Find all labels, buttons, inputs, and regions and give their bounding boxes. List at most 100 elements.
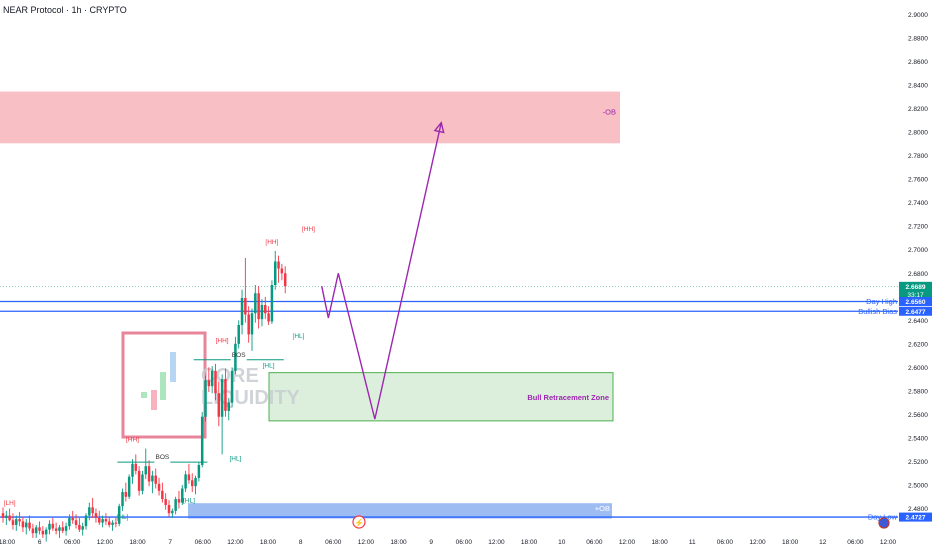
level-label: Day High: [866, 297, 897, 306]
candle-body: [167, 504, 171, 514]
candle-body: [184, 474, 187, 489]
candle-body: [1, 513, 5, 518]
candle-body: [250, 313, 254, 335]
candle-body: [283, 273, 287, 287]
candle-body: [210, 370, 214, 387]
y-tick-label: 2.8600: [908, 59, 928, 66]
x-tick-label: 12:00: [358, 539, 375, 546]
time-axis[interactable]: 18:00 6 06:00 12:00 18:00 7 06:00 12:00 18:00 8 06…: [0, 539, 897, 546]
candle-body: [267, 313, 270, 322]
candle-body: [214, 370, 217, 394]
candle-body: [164, 499, 167, 505]
x-tick-label: 12:00: [880, 539, 897, 546]
candle-body: [121, 492, 124, 507]
price-tag-value: 2.4727: [906, 515, 926, 522]
candle-body: [157, 483, 161, 491]
candle-body: [154, 475, 157, 484]
y-tick-label: 2.8000: [908, 130, 928, 137]
watermark-candle: [170, 352, 176, 382]
candle-body: [114, 522, 118, 524]
candles: [1, 250, 287, 542]
candle-body: [230, 370, 234, 403]
flash-icon[interactable]: ⚡: [352, 515, 366, 529]
price-tag-bg: [899, 281, 932, 299]
candle-body: [107, 521, 111, 525]
bearish-ob-zone: [0, 91, 620, 144]
candle-body: [81, 526, 84, 530]
price-tag-bg: [899, 306, 932, 316]
candle-body: [264, 305, 267, 314]
x-tick-label: 10: [558, 539, 566, 546]
x-tick-label: 11: [689, 539, 696, 546]
x-tick-label: 6: [38, 539, 42, 546]
x-tick-label: 18:00: [782, 539, 799, 546]
x-tick-label: 18:00: [260, 539, 277, 546]
projection-arrowhead: [433, 121, 445, 134]
x-tick-label: 18:00: [651, 539, 668, 546]
candle-body: [161, 490, 164, 500]
x-tick-label: 06:00: [195, 539, 212, 546]
candle-body: [111, 522, 114, 525]
candle-body: [88, 507, 91, 516]
x-tick-label: 9: [429, 539, 433, 546]
structure-label: [HL]: [263, 362, 275, 369]
bearish-ob-label: -OB: [603, 107, 616, 116]
price-tag-countdown: 33:17: [907, 292, 924, 299]
y-tick-label: 2.7800: [908, 153, 928, 160]
y-tick-label: 2.7000: [908, 247, 928, 254]
x-tick-label: 7: [168, 539, 172, 546]
candle-body: [78, 524, 81, 530]
y-tick-label: 2.6200: [908, 341, 928, 348]
y-tick-label: 2.6400: [908, 318, 928, 325]
structure-label: BOS: [232, 352, 246, 359]
candle-body: [260, 305, 264, 320]
watermark-candle: [151, 390, 157, 410]
candle-body: [18, 519, 21, 522]
candle-body: [11, 520, 15, 525]
candle-body: [227, 402, 231, 411]
price-tag-value: 2.6477: [906, 309, 926, 316]
level-lines: [0, 300, 898, 518]
candle-body: [217, 393, 221, 417]
candle-body: [224, 379, 227, 411]
structure-label: [HH]: [265, 239, 278, 246]
structure-label: [HL]: [229, 455, 241, 462]
price-axis[interactable]: 2.9000 2.8800 2.8600 2.8400 2.8200 2.8000 2.78…: [898, 0, 932, 550]
x-tick-label: 18:00: [129, 539, 146, 546]
flash-icon-circle: [352, 515, 366, 529]
y-tick-label: 2.5600: [908, 412, 928, 419]
y-tick-label: 2.5400: [908, 435, 928, 442]
bearish-ob-zone-group: -OB: [0, 91, 620, 144]
bullish-ob-zone: [188, 503, 612, 519]
flag-icon: [878, 517, 890, 529]
candle-body: [247, 314, 250, 335]
candle-body: [240, 297, 244, 326]
bull-retracement-zone-label: Bull Retracement Zone: [527, 393, 609, 402]
watermark-candle: [141, 392, 147, 398]
candle-body: [134, 463, 138, 471]
structure-label: [HH]: [126, 436, 139, 443]
structure-label: [HH]: [302, 226, 315, 233]
structure-label: [HL]: [183, 498, 195, 505]
x-tick-label: 06:00: [847, 539, 864, 546]
y-tick-label: 2.7400: [908, 200, 928, 207]
bullish-ob-label: +OB: [595, 504, 610, 513]
candle-body: [187, 474, 191, 481]
candle-body: [171, 510, 174, 514]
x-tick-label: 12:00: [488, 539, 505, 546]
x-tick-label: 06:00: [456, 539, 473, 546]
level-label: Bullish Bias: [858, 307, 897, 316]
level-label: Day Low: [868, 513, 898, 522]
candle-body: [277, 261, 280, 269]
x-tick-label: 12:00: [619, 539, 636, 546]
candle-body: [141, 474, 144, 491]
candle-body: [131, 463, 134, 477]
candle-body: [270, 285, 274, 322]
candle-body: [137, 470, 141, 491]
x-tick-label: 8: [299, 539, 303, 546]
price-tag-value: 2.6560: [906, 299, 926, 306]
price-tag-value: 2.6689: [906, 284, 926, 291]
